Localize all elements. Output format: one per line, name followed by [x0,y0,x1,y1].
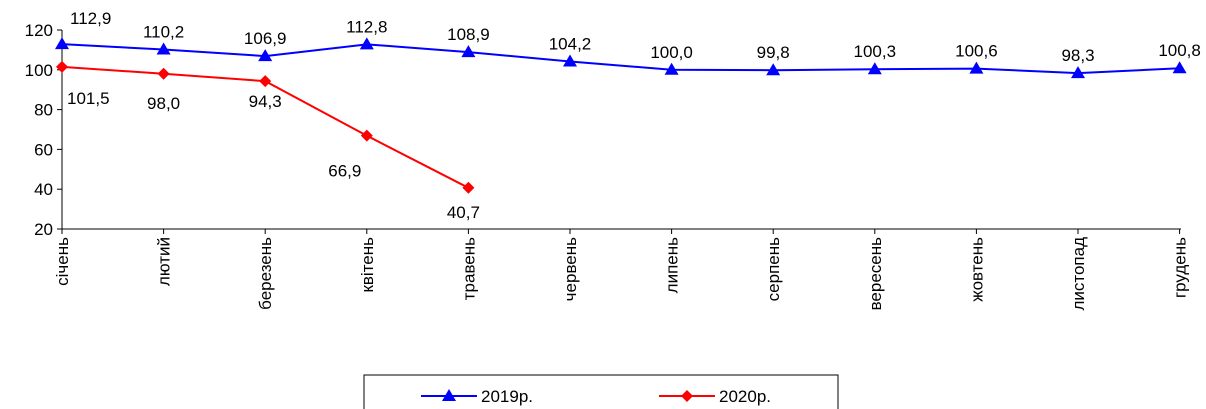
legend-marker-2019 [442,389,456,401]
point-marker [360,129,373,142]
point-marker [461,45,476,58]
data-labels: 112,9 110,2 106,9 112,8 108,9 104,2 100,0 99,8 1… [67,9,1201,222]
point-marker [156,42,171,55]
data-label: 112,9 [70,9,111,28]
data-label: 106,9 [244,29,287,48]
point-marker [1071,66,1085,79]
data-label: 108,9 [447,25,490,44]
legend: 2019р. 2020р. [363,374,839,409]
point-marker [157,67,170,80]
x-tick-label: лютий [155,237,174,286]
data-label: 100,0 [650,43,693,62]
point-marker [664,62,679,75]
point-marker [563,54,577,67]
data-label: 100,8 [1158,41,1201,60]
x-tick-label: липень [663,237,682,293]
x-tick-label: березень [256,237,275,310]
y-tick-label: 60 [34,140,53,159]
point-marker [462,181,475,194]
x-tick-label: листопад [1069,237,1088,311]
data-label: 94,3 [249,92,282,111]
point-marker [359,37,374,50]
point-marker [258,49,273,62]
chart-axes: 20 40 60 80 100 120 січень лютий березень квітень… [25,21,1190,311]
x-tick-label: серпень [764,237,783,301]
point-marker [56,60,68,73]
x-tick-label: січень [53,237,72,286]
data-label: 98,0 [147,94,180,113]
x-tick-label: вересень [866,237,885,311]
y-tick-label: 20 [34,220,53,239]
y-tick-label: 40 [34,180,53,199]
legend-label-2020: 2020р. [719,387,771,406]
series-layer [55,37,1187,194]
x-tick-label: червень [561,237,580,301]
x-tick-label: травень [459,237,478,300]
point-marker [259,75,272,88]
data-label: 104,2 [549,34,592,53]
point-marker [766,63,781,76]
legend-label-2019: 2019р. [481,387,533,406]
point-marker [1172,61,1187,74]
data-label: 99,8 [757,43,790,62]
data-label: 40,7 [447,203,480,222]
data-label: 100,3 [854,42,897,61]
data-label: 112,8 [346,17,387,36]
x-tick-label: жовтень [967,237,986,302]
legend-box [363,374,839,409]
data-label: 110,2 [143,23,184,42]
point-marker [867,62,882,75]
point-marker [969,61,984,74]
legend-marker-2020 [681,390,693,402]
x-tick-label: грудень [1171,237,1190,298]
y-tick-label: 120 [25,21,53,40]
y-tick-label: 80 [34,101,53,120]
data-label: 100,6 [955,42,998,61]
data-label: 66,9 [328,162,361,181]
x-tick-label: квітень [358,237,377,293]
data-label: 98,3 [1061,46,1094,65]
point-marker [55,37,69,50]
series-line-2019 [61,43,1180,75]
data-label: 101,5 [67,89,110,108]
y-tick-label: 100 [25,61,53,80]
